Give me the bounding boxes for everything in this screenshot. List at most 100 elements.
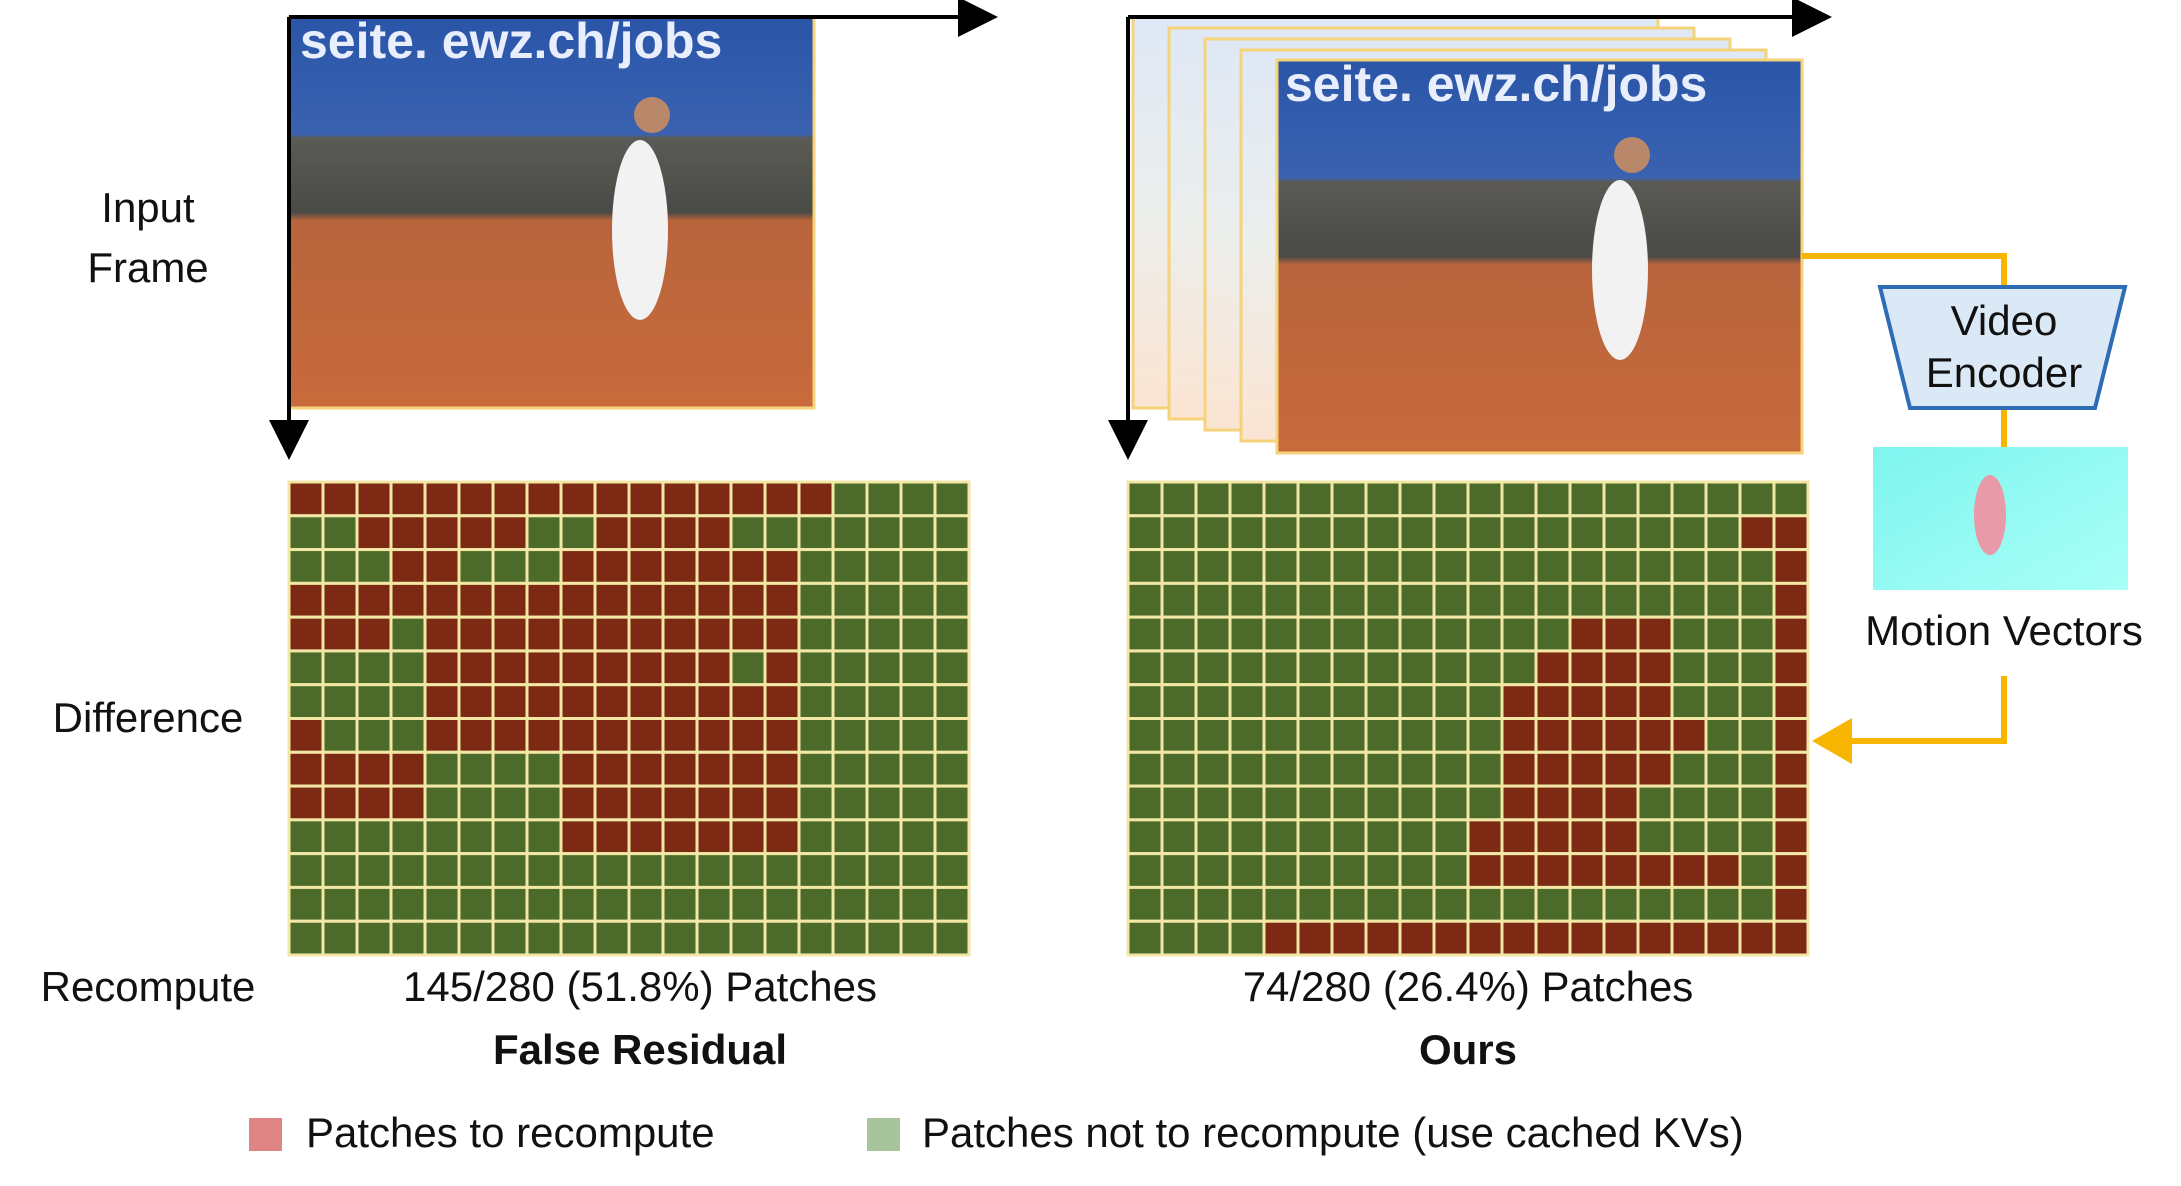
- patch: [423, 852, 461, 889]
- patch: [1670, 548, 1708, 585]
- patch: [1704, 649, 1742, 687]
- patch: [1228, 885, 1266, 923]
- patch: [865, 818, 903, 856]
- patch: [1330, 548, 1368, 585]
- patch: [287, 717, 325, 754]
- patch: [1262, 717, 1300, 754]
- patch: [423, 581, 461, 619]
- patch: [627, 683, 665, 721]
- patch: [1534, 615, 1572, 653]
- patch: [491, 784, 529, 822]
- patch: [1160, 885, 1198, 923]
- patch: [1466, 581, 1504, 619]
- patch: [899, 514, 937, 552]
- patch: [797, 852, 835, 889]
- patch: [933, 818, 971, 856]
- patch: [593, 514, 631, 552]
- patch: [525, 581, 563, 619]
- patch: [1636, 784, 1674, 822]
- patch: [1126, 750, 1164, 788]
- patch: [1160, 581, 1198, 619]
- patch: [1364, 919, 1402, 957]
- patch: [899, 615, 937, 653]
- patch: [287, 919, 325, 957]
- patch: [1330, 480, 1368, 518]
- patch: [1704, 818, 1742, 856]
- method-name: Ours: [1419, 1026, 1517, 1073]
- patch: [355, 919, 393, 957]
- patch: [1194, 750, 1232, 788]
- patch: [661, 919, 699, 957]
- patch: [491, 919, 529, 957]
- patch: [389, 514, 427, 552]
- patch: [865, 717, 903, 754]
- patch: [1398, 750, 1436, 788]
- patch: [627, 548, 665, 585]
- patch: [1160, 514, 1198, 552]
- patch: [1364, 852, 1402, 889]
- patch: [1466, 683, 1504, 721]
- row-label: Difference: [53, 694, 244, 741]
- svg-text:seite. ewz.ch/jobs: seite. ewz.ch/jobs: [300, 13, 722, 69]
- patch: [1364, 818, 1402, 856]
- row-label: Input: [101, 184, 195, 231]
- patch: [559, 919, 597, 957]
- patch: [933, 649, 971, 687]
- patch: [1262, 514, 1300, 552]
- patch: [321, 885, 359, 923]
- patch: [1228, 615, 1266, 653]
- patch: [1466, 919, 1504, 957]
- patch: [1772, 615, 1810, 653]
- patch: [661, 885, 699, 923]
- row-label: Frame: [87, 244, 208, 291]
- patch: [1126, 615, 1164, 653]
- patch: [1534, 750, 1572, 788]
- patch: [423, 683, 461, 721]
- patch: [1602, 649, 1640, 687]
- patch: [1636, 480, 1674, 518]
- patch: [1534, 818, 1572, 856]
- patch: [1296, 548, 1334, 585]
- patch: [1568, 750, 1606, 788]
- patch: [287, 615, 325, 653]
- patch: [1568, 480, 1606, 518]
- patch: [1432, 548, 1470, 585]
- patch: [593, 852, 631, 889]
- patch: [1772, 581, 1810, 619]
- patch: [1296, 919, 1334, 957]
- patch: [865, 784, 903, 822]
- patch: [1364, 581, 1402, 619]
- patch: [1194, 514, 1232, 552]
- patch: [1364, 480, 1402, 518]
- patch: [525, 852, 563, 889]
- patch: [389, 885, 427, 923]
- patch: [1568, 717, 1606, 754]
- patch: [627, 649, 665, 687]
- patch: [1296, 818, 1334, 856]
- patch: [763, 919, 801, 957]
- patch: [1466, 615, 1504, 653]
- patch: [1704, 784, 1742, 822]
- patch: [1398, 784, 1436, 822]
- patch: [729, 852, 767, 889]
- patch: [525, 919, 563, 957]
- patch: [1704, 480, 1742, 518]
- patch: [729, 784, 767, 822]
- patch: [1160, 615, 1198, 653]
- patch: [593, 885, 631, 923]
- patch: [1772, 649, 1810, 687]
- patch: [457, 784, 495, 822]
- patch: [321, 919, 359, 957]
- patch: [797, 717, 835, 754]
- patch: [831, 548, 869, 585]
- patch: [1126, 514, 1164, 552]
- patch: [1194, 548, 1232, 585]
- patch: [1466, 717, 1504, 754]
- patch: [1500, 818, 1538, 856]
- patch: [1704, 750, 1742, 788]
- patch: [1500, 683, 1538, 721]
- patch: [1398, 885, 1436, 923]
- patch: [1602, 852, 1640, 889]
- patch: [1262, 885, 1300, 923]
- patch: [559, 683, 597, 721]
